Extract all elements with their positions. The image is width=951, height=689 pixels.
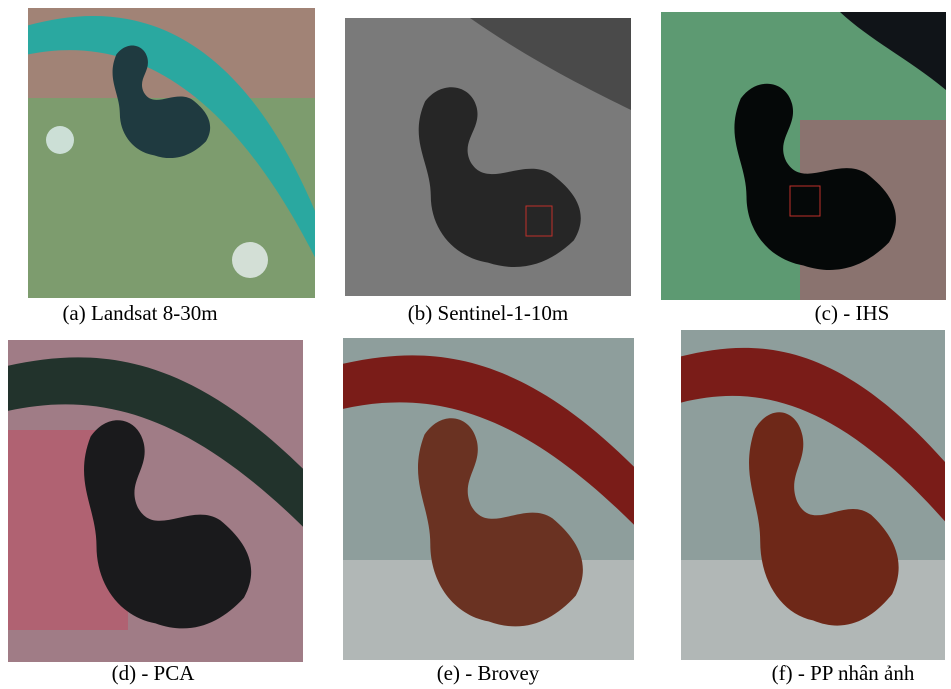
figure: (a) Landsat 8-30m (b) Sentinel-1-10m (c)…: [0, 0, 951, 689]
caption: (a) Landsat 8-30m: [62, 301, 217, 325]
panel-b: [345, 18, 631, 296]
panel-c: [661, 12, 946, 300]
panel-f: [681, 330, 945, 660]
caption: (d) - PCA: [112, 661, 196, 685]
panel-a: [28, 8, 315, 298]
panel-d: [8, 340, 303, 662]
caption: (f) - PP nhân ảnh: [772, 661, 915, 685]
panel-e: [343, 338, 634, 660]
caption: (c) - IHS: [815, 301, 890, 325]
caption: (e) - Brovey: [437, 661, 540, 685]
caption: (b) Sentinel-1-10m: [408, 301, 568, 325]
